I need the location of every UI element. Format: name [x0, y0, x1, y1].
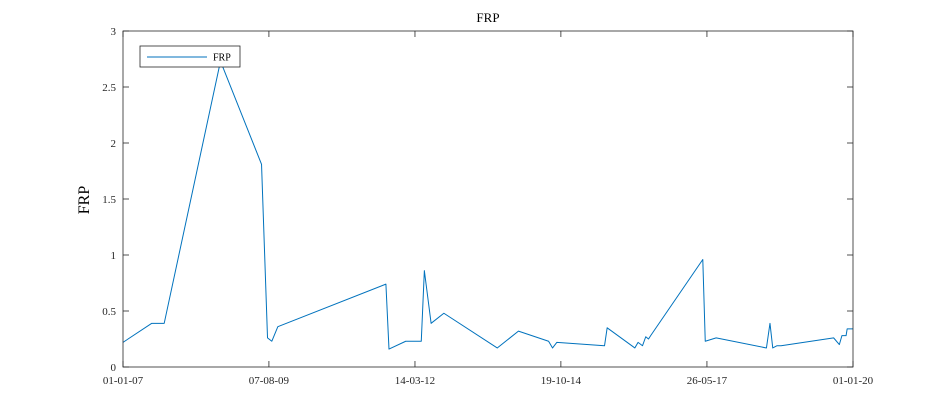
- y-axis-title: FRP: [76, 186, 93, 215]
- chart-title: FRP: [476, 10, 499, 25]
- x-tick-label: 14-03-12: [395, 375, 435, 387]
- x-tick-label: 01-01-20: [833, 375, 874, 387]
- x-tick-label: 26-05-17: [687, 375, 728, 387]
- x-tick-label: 07-08-09: [249, 375, 290, 387]
- y-tick-label: 3: [111, 26, 117, 38]
- plot-area-border: [122, 30, 854, 368]
- y-tick-label: 0.5: [102, 306, 116, 318]
- y-tick-label: 0: [111, 362, 117, 374]
- x-tick-label: 19-10-14: [541, 375, 582, 387]
- y-tick-label: 1: [111, 250, 117, 262]
- y-tick-label: 2: [111, 138, 117, 150]
- x-tick-label: 01-01-07: [103, 375, 144, 387]
- legend-label-frp: FRP: [213, 53, 231, 64]
- series-line-frp: [122, 60, 853, 350]
- y-tick-label: 2.5: [102, 82, 116, 94]
- y-tick-label: 1.5: [102, 194, 116, 206]
- plot-layer: [122, 60, 853, 350]
- legend: FRP: [139, 45, 241, 68]
